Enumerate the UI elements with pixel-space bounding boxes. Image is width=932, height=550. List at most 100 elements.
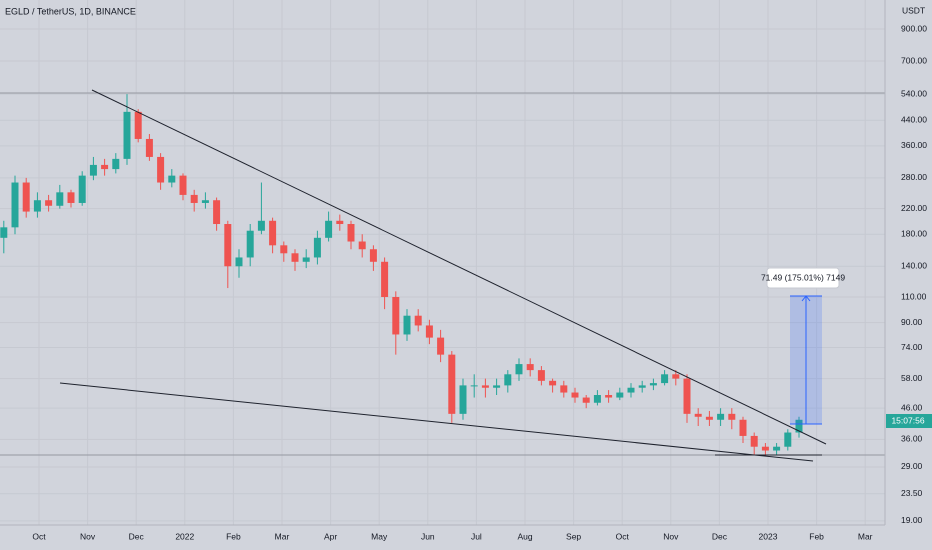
candle-body	[381, 261, 389, 298]
countdown-box	[886, 414, 932, 428]
candle-body	[795, 419, 803, 433]
y-tick-label: 220.00	[901, 203, 927, 213]
y-tick-label: 280.00	[901, 172, 927, 182]
x-tick-label: Feb	[809, 531, 824, 541]
candle-body	[369, 249, 377, 262]
candle-body	[672, 374, 680, 379]
countdown: 15:07:56	[891, 415, 924, 425]
y-tick-label: 74.00	[901, 342, 923, 352]
candle-body	[89, 164, 97, 176]
x-tick-label: Dec	[712, 531, 728, 541]
candle-body	[168, 175, 176, 183]
y-tick-label: 900.00	[901, 23, 927, 33]
candle-body	[470, 385, 478, 387]
candle-body	[526, 364, 534, 371]
candle-body	[750, 435, 758, 447]
candle-body	[616, 392, 624, 398]
candle-body	[571, 392, 579, 398]
chart-title: EGLD / TetherUS, 1D, BINANCE	[5, 6, 136, 16]
y-tick-label: 700.00	[901, 55, 927, 65]
candle-body	[235, 257, 243, 267]
candle-body	[78, 175, 86, 203]
candle-body	[123, 111, 131, 159]
candle-body	[325, 220, 333, 238]
candle-body	[302, 257, 310, 262]
candle-body	[213, 200, 221, 225]
y-tick-label: 180.00	[901, 228, 927, 238]
candle-body	[437, 337, 445, 355]
x-tick-label: Dec	[129, 531, 145, 541]
trend-line	[59, 382, 814, 462]
y-tick-label: 23.50	[901, 488, 923, 498]
candle-body	[425, 325, 433, 338]
x-tick-label: Mar	[275, 531, 290, 541]
x-tick-label: Jun	[421, 531, 435, 541]
x-tick-label: Aug	[517, 531, 532, 541]
candle-body	[280, 245, 288, 254]
x-tick-label: Sep	[566, 531, 581, 541]
candle-body	[157, 156, 165, 183]
candle-body	[705, 416, 713, 420]
candle-body	[414, 315, 422, 326]
candle-body	[201, 200, 209, 203]
candle-body	[694, 413, 702, 417]
candle-body	[627, 387, 635, 393]
candle-body	[67, 192, 75, 203]
candle-body	[661, 374, 669, 384]
x-tick-label: Nov	[663, 531, 679, 541]
candle-body	[56, 192, 64, 206]
candle-body	[784, 432, 792, 447]
candle-body	[112, 158, 120, 170]
y-unit: USDT	[902, 5, 925, 15]
candle-body	[101, 164, 109, 170]
x-tick-label: Nov	[80, 531, 96, 541]
candle-body	[246, 230, 254, 258]
candle-body	[593, 395, 601, 403]
candles	[0, 94, 803, 457]
candle-body	[403, 315, 411, 335]
candle-body	[11, 182, 19, 228]
x-tick-label: Mar	[858, 531, 873, 541]
candle-body	[481, 385, 489, 388]
candle-body	[605, 395, 613, 398]
candle-body	[493, 385, 501, 388]
candle-body	[761, 446, 769, 451]
x-tick-label: May	[371, 531, 388, 541]
candle-body	[291, 253, 299, 262]
grid	[0, 0, 885, 525]
candle-body	[45, 200, 53, 206]
candle-body	[448, 354, 456, 414]
candle-body	[224, 224, 232, 267]
candle-body	[504, 374, 512, 386]
candle-body	[459, 385, 467, 414]
candle-body	[728, 413, 736, 420]
candle-body	[392, 297, 400, 335]
candle-body	[22, 182, 30, 212]
candle-body	[190, 194, 198, 203]
candle-body	[515, 364, 523, 375]
x-tick-label: Oct	[616, 531, 630, 541]
y-tick-label: 90.00	[901, 317, 923, 327]
candle-body	[582, 397, 590, 403]
candle-body	[336, 220, 344, 225]
y-tick-label: 46.00	[901, 402, 923, 412]
candle-body	[683, 378, 691, 414]
candle-body	[347, 224, 355, 242]
y-tick-label: 440.00	[901, 115, 927, 125]
y-tick-label: 110.00	[901, 291, 927, 301]
x-tick-label: Apr	[324, 531, 337, 541]
x-tick-label: 2022	[175, 531, 194, 541]
candle-body	[257, 220, 265, 231]
candle-body	[179, 175, 187, 195]
candle-body	[560, 385, 568, 393]
measure-label-box	[766, 267, 840, 289]
candle-body	[773, 446, 781, 451]
candle-body	[33, 200, 41, 212]
x-tick-label: 2023	[759, 531, 778, 541]
candle-body	[134, 111, 142, 139]
trend-line	[91, 89, 827, 445]
candle-body	[0, 227, 8, 238]
y-tick-label: 58.00	[901, 373, 923, 383]
x-tick-label: Feb	[226, 531, 241, 541]
